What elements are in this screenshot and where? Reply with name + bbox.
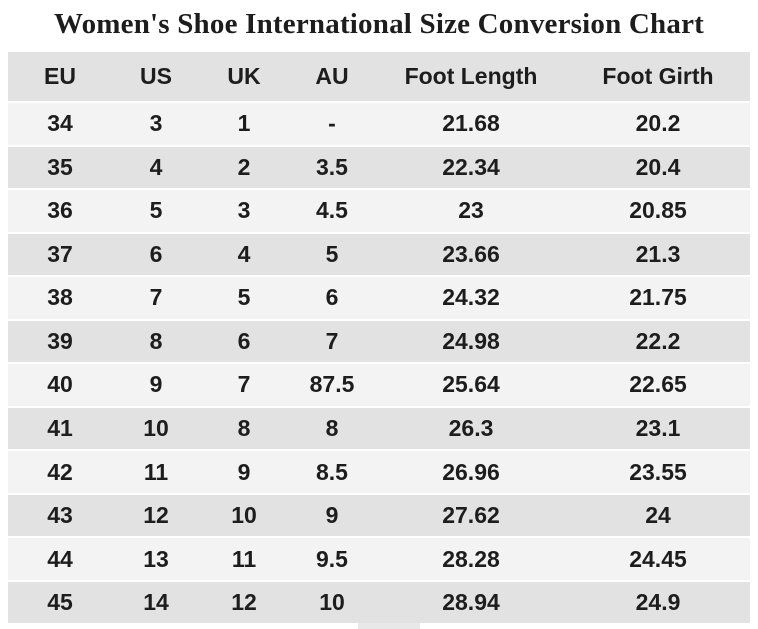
table-cell: 24.98 <box>442 327 500 354</box>
table-cell: 35 <box>47 153 73 180</box>
column-header: US <box>140 63 172 89</box>
table-cell: 36 <box>47 197 73 224</box>
table-cell: 26.96 <box>442 458 500 485</box>
column-header: Foot Girth <box>602 63 714 89</box>
table-cell: 6 <box>237 327 251 354</box>
table-cell: 4 <box>149 153 163 180</box>
table-cell: 34 <box>47 110 73 137</box>
table-row: 40 9 7 87.5 25.64 22.65 <box>8 363 750 407</box>
column-header: AU <box>315 63 349 89</box>
table-cell: 45 <box>47 588 73 615</box>
column-header: EU <box>44 63 76 89</box>
table-cell: 41 <box>47 414 73 441</box>
table-cell: 1 <box>237 110 251 137</box>
table-cell: 3.5 <box>316 153 348 180</box>
table-cell: 20.85 <box>629 197 687 224</box>
bottom-notch-decoration <box>358 623 420 629</box>
table-cell: - <box>328 110 336 137</box>
table-cell: 23 <box>458 197 484 224</box>
table-row: 43 12 10 9 27.62 24 <box>8 493 750 538</box>
table-cell: 10 <box>231 502 257 529</box>
table-cell: 9 <box>325 502 339 529</box>
table-row: 38 7 5 6 24.32 21.75 <box>8 276 750 320</box>
table-cell: 22.2 <box>635 327 681 354</box>
table-head: EU US UK AU Foot Length Foot Girth <box>8 52 750 102</box>
table-cell: 44 <box>47 545 73 572</box>
column-header: UK <box>227 63 261 89</box>
table-cell: 12 <box>143 502 169 529</box>
table-row: 42 11 9 8.5 26.96 23.55 <box>8 450 750 494</box>
table-cell: 13 <box>143 545 169 572</box>
table-cell: 27.62 <box>442 502 500 529</box>
size-conversion-table: EU US UK AU Foot Length Foot Girth 34 3 1-21.68… <box>8 52 750 623</box>
table-cell: 5 <box>149 197 163 224</box>
table-cell: 5 <box>325 240 339 267</box>
table-cell: 3 <box>237 197 251 224</box>
table-row: 44 13 11 9.5 28.28 24.45 <box>8 537 750 581</box>
table-cell: 24.9 <box>635 588 681 615</box>
table-cell: 8 <box>325 414 339 441</box>
table-row: 36 5 3 4.5 23 20.85 <box>8 189 750 233</box>
table-cell: 22.65 <box>629 371 687 398</box>
table-cell: 7 <box>237 371 251 398</box>
table-cell: 24.32 <box>442 284 500 311</box>
table-cell: 20.4 <box>635 153 681 180</box>
table-row: 37 6 4 5 23.66 21.3 <box>8 232 750 277</box>
table-cell: 23.66 <box>442 240 500 267</box>
table-cell: 24.45 <box>629 545 687 572</box>
table-cell: 38 <box>47 284 73 311</box>
table-cell: 24 <box>645 502 671 529</box>
table-cell: 43 <box>47 502 73 529</box>
table-cell: 39 <box>47 327 73 354</box>
table-cell: 4 <box>237 240 251 267</box>
table-cell: 8 <box>149 327 163 354</box>
table-cell: 21.68 <box>442 110 500 137</box>
table-cell: 26.3 <box>448 414 494 441</box>
table-cell: 23.1 <box>635 414 681 441</box>
table-cell: 87.5 <box>309 371 355 398</box>
table-body: 34 3 1-21.68 20.2 35 4 2 3.5 22.34 20.4 36 5 3 4.5 23 2… <box>8 102 750 623</box>
table-cell: 8.5 <box>316 458 348 485</box>
table-cell: 22.34 <box>442 153 500 180</box>
table-row: 41 10 8 8 26.3 23.1 <box>8 406 750 451</box>
table-cell: 4.5 <box>316 197 348 224</box>
table-cell: 9 <box>149 371 163 398</box>
table-cell: 28.94 <box>442 588 500 615</box>
table-cell: 5 <box>237 284 251 311</box>
table-cell: 10 <box>143 414 169 441</box>
table-cell: 6 <box>325 284 339 311</box>
table-cell: 28.28 <box>442 545 500 572</box>
table-cell: 25.64 <box>442 371 500 398</box>
table-cell: 14 <box>143 588 169 615</box>
table-cell: 9 <box>237 458 251 485</box>
table-cell: 21.75 <box>629 284 687 311</box>
table-row: 45 14 12 10 28.94 24.9 <box>8 580 750 623</box>
table-cell: 6 <box>149 240 163 267</box>
table-cell: 23.55 <box>629 458 687 485</box>
table-row: 39 8 6 7 24.98 22.2 <box>8 319 750 364</box>
table-cell: 37 <box>47 240 73 267</box>
table-row: 34 3 1 - 21.68 20.2 <box>8 102 750 146</box>
table-cell: 3 <box>149 110 163 137</box>
column-header: Foot Length <box>404 63 538 89</box>
table-cell: 42 <box>47 458 73 485</box>
table-header-row: EU US UK AU Foot Length Foot Girth <box>8 52 750 102</box>
table-cell: 20.2 <box>635 110 681 137</box>
table-cell: 9.5 <box>316 545 348 572</box>
table-cell: 40 <box>47 371 73 398</box>
table-cell: 11 <box>143 458 169 485</box>
table-row: 35 4 2 3.5 22.34 20.4 <box>8 145 750 190</box>
table-cell: 8 <box>237 414 251 441</box>
table-cell: 7 <box>149 284 163 311</box>
page-title: Women's Shoe International Size Conversi… <box>53 8 705 40</box>
table-cell: 2 <box>237 153 251 180</box>
table-cell: 11 <box>231 545 257 572</box>
table-cell: 21.3 <box>635 240 681 267</box>
table-cell: 7 <box>325 327 339 354</box>
table-cell: 12 <box>231 588 257 615</box>
table-cell: 10 <box>319 588 345 615</box>
